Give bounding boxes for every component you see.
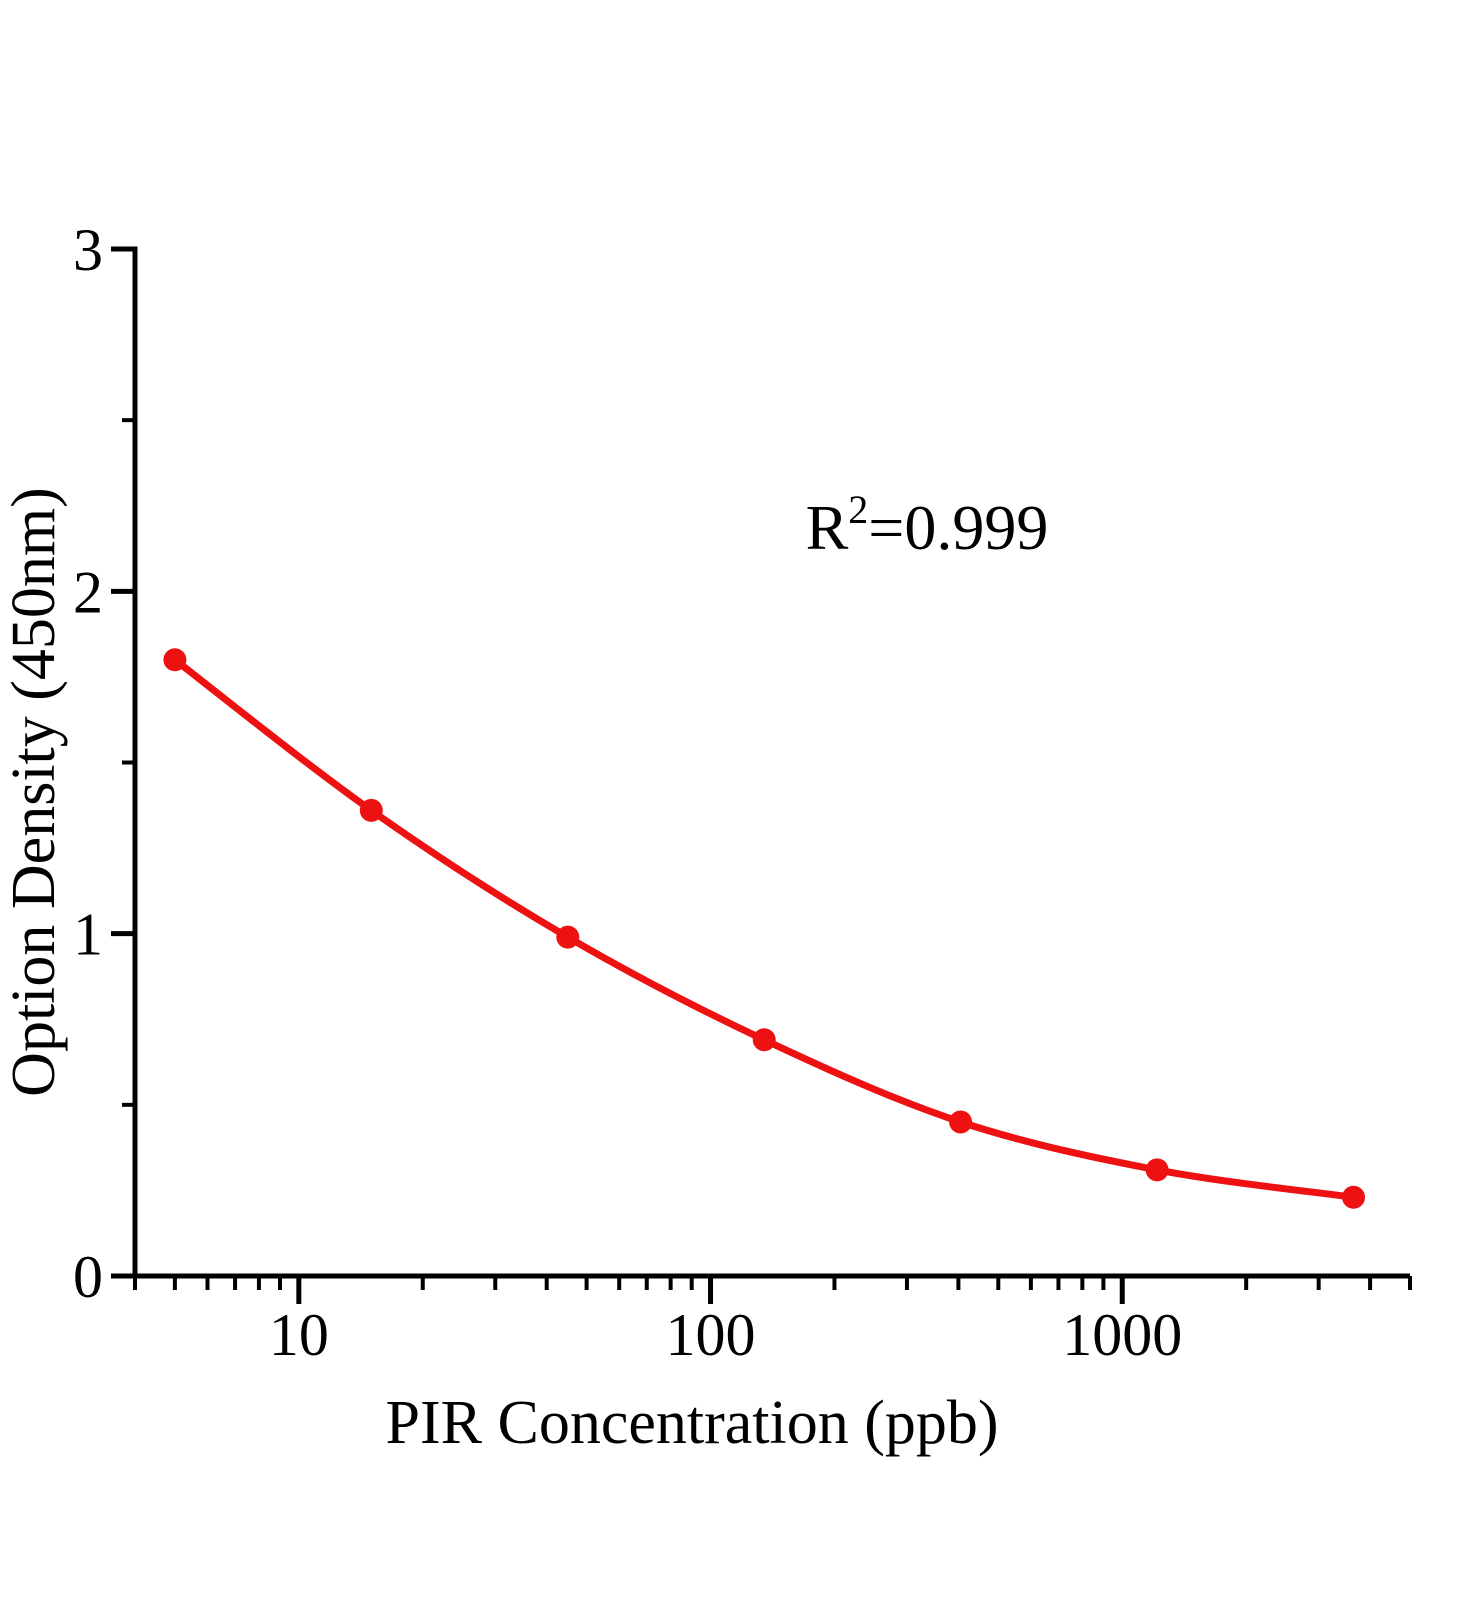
r-squared-annotation: R2=0.999	[806, 490, 1049, 560]
data-point-marker	[1145, 1158, 1169, 1182]
data-point-marker	[949, 1110, 973, 1134]
data-point-marker	[752, 1028, 776, 1052]
x-tick-label: 1000	[1062, 1302, 1182, 1368]
data-point-marker	[556, 925, 580, 949]
y-axis-label: Option Density (450nm)	[0, 487, 68, 1097]
r-squared-value: =0.999	[868, 492, 1049, 563]
axes-spines	[132, 246, 1410, 1279]
x-axis-label: PIR Concentration (ppb)	[385, 1389, 999, 1457]
r-squared-superscript: 2	[848, 487, 869, 532]
x-tick-label: 100	[666, 1302, 756, 1368]
data-point-marker	[163, 648, 187, 672]
data-point-marker	[1342, 1185, 1365, 1209]
y-tick-label: 0	[73, 1244, 103, 1310]
y-tick-label: 2	[73, 559, 103, 625]
standard-curve-line	[171, 656, 1357, 1201]
x-tick-label: 10	[269, 1302, 329, 1368]
y-tick-label: 1	[73, 902, 103, 968]
r-squared-base: R	[805, 492, 849, 563]
data-point-marker	[359, 798, 383, 822]
y-tick-label: 3	[73, 217, 103, 283]
